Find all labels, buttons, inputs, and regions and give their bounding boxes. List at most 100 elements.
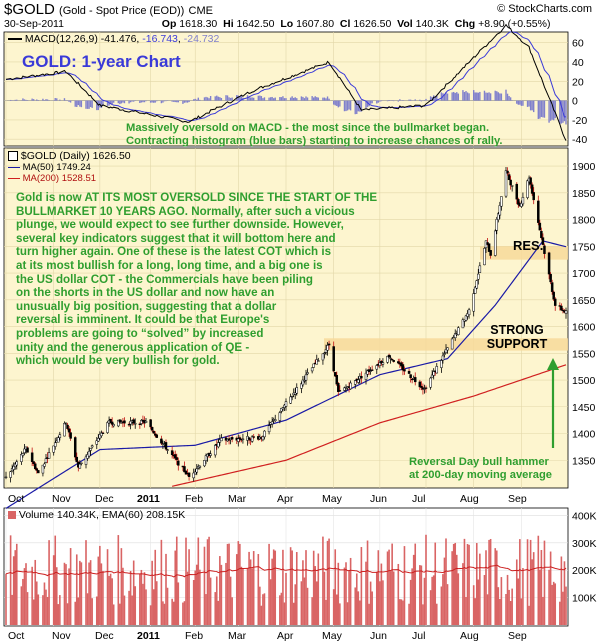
price-candle-body xyxy=(138,423,142,425)
volume-bar xyxy=(375,571,378,625)
resistance-label: RES. xyxy=(513,238,544,253)
price-candle-body xyxy=(281,407,285,410)
price-candle-body xyxy=(43,463,46,467)
volume-bar xyxy=(274,550,277,625)
price-legend-text: $GOLD (Daily) 1626.50 xyxy=(20,150,131,162)
month-label-volume: Mar xyxy=(228,630,247,642)
volume-bar xyxy=(25,563,27,625)
price-candle-body xyxy=(35,468,39,471)
volume-bar xyxy=(142,583,144,625)
price-candle-body xyxy=(164,442,168,450)
volume-bar xyxy=(63,562,66,625)
price-candle-body xyxy=(504,170,508,197)
price-candle-body xyxy=(338,390,342,392)
volume-bar xyxy=(57,604,60,625)
month-label-price: Mar xyxy=(228,493,247,505)
price-candle-body xyxy=(507,174,511,181)
price-candle-body xyxy=(118,419,122,423)
volume-bar xyxy=(565,586,567,625)
price-candle-body xyxy=(532,192,535,201)
price-candle-body xyxy=(123,420,126,424)
volume-bar xyxy=(468,544,470,625)
price-candle-body xyxy=(444,349,448,354)
volume-bar xyxy=(14,550,17,625)
volume-bar xyxy=(131,595,133,625)
chg-label: Chg xyxy=(454,18,476,30)
volume-tick-label: 300K xyxy=(572,538,597,550)
price-tick-label: 1850 xyxy=(572,188,596,200)
price-candle-body xyxy=(506,170,509,174)
volume-bar xyxy=(263,593,266,625)
volume-bar xyxy=(42,595,44,625)
ma50-line xyxy=(5,240,567,509)
axis-layer: 1350 1400 1450 1500 1550 1600 1650 1700 1750 1800… xyxy=(8,38,597,642)
macd-tick-label: 0 xyxy=(572,96,578,108)
ma50-legend-text: MA(50) 1749.24 xyxy=(22,162,91,173)
volume-bar xyxy=(511,588,513,625)
price-candle-body xyxy=(160,438,163,444)
symbol-header: $GOLD (Gold - Spot Price (EOD)) CME xyxy=(4,1,213,18)
macd-signal-line xyxy=(5,31,567,122)
volume-bar xyxy=(271,558,273,625)
price-candle-body xyxy=(423,388,426,390)
price-candle-body xyxy=(360,375,363,379)
price-candle-body xyxy=(407,370,411,374)
volume-bar xyxy=(86,593,89,625)
chg-value: +8.90 (+0.55%) xyxy=(478,18,551,30)
volume-bar xyxy=(15,543,18,625)
volume-legend-text: Volume 140.34K, EMA(60) 208.15K xyxy=(18,509,186,521)
volume-bar xyxy=(283,602,286,625)
price-candle-body xyxy=(323,352,326,355)
price-tick-label: 1400 xyxy=(572,429,596,441)
price-candle-body xyxy=(129,420,132,425)
price-tick-label: 1750 xyxy=(572,241,596,253)
volume-bar xyxy=(252,551,255,625)
volume-bar xyxy=(371,591,373,625)
support-line-2: SUPPORT xyxy=(486,337,548,351)
cl-value: 1626.50 xyxy=(353,18,392,30)
price-candle-body xyxy=(483,248,486,266)
volume-bar xyxy=(403,546,406,625)
price-candle-body xyxy=(110,421,114,425)
price-candle-body xyxy=(263,430,266,438)
volume-bar xyxy=(302,560,304,625)
price-candle-body xyxy=(252,436,255,438)
volume-bar xyxy=(343,567,346,625)
price-candle-body xyxy=(321,353,325,361)
volume-bar xyxy=(225,562,227,625)
price-candle-body xyxy=(457,327,460,335)
price-tick-label: 1650 xyxy=(572,295,596,307)
price-candle-body xyxy=(152,430,155,434)
price-candle-body xyxy=(304,374,308,381)
price-candle-body xyxy=(387,354,391,358)
macd-tick-label: 40 xyxy=(572,57,584,69)
volume-bar xyxy=(354,587,357,625)
price-candle-body xyxy=(132,419,135,424)
macd-legend-label: MACD(12,26,9) xyxy=(24,33,98,45)
volume-bar xyxy=(377,550,380,625)
volume-bar xyxy=(186,571,189,625)
volume-bar xyxy=(260,605,263,625)
price-candle-body xyxy=(101,432,105,434)
price-candle-body xyxy=(541,237,545,245)
price-candle-body xyxy=(487,243,491,252)
price-candle-body xyxy=(317,360,320,362)
volume-bar xyxy=(529,539,532,625)
price-candle-body xyxy=(217,442,220,448)
volume-bar xyxy=(472,585,475,625)
volume-bar xyxy=(289,547,292,625)
volume-ema-line xyxy=(5,564,567,578)
volume-bar xyxy=(520,598,523,625)
volume-bar xyxy=(325,599,327,625)
volume-bar xyxy=(559,601,561,625)
volume-bar xyxy=(68,568,70,625)
macd-signal-value: -16.743 xyxy=(142,33,178,45)
volume-bar xyxy=(66,603,69,625)
price-candle-body xyxy=(310,367,314,372)
volume-bar xyxy=(335,594,338,625)
ma200-line xyxy=(172,364,567,487)
hi-label: Hi xyxy=(223,18,234,30)
volume-bar xyxy=(292,602,295,625)
volume-bar xyxy=(12,556,15,625)
volume-bar xyxy=(46,596,49,625)
